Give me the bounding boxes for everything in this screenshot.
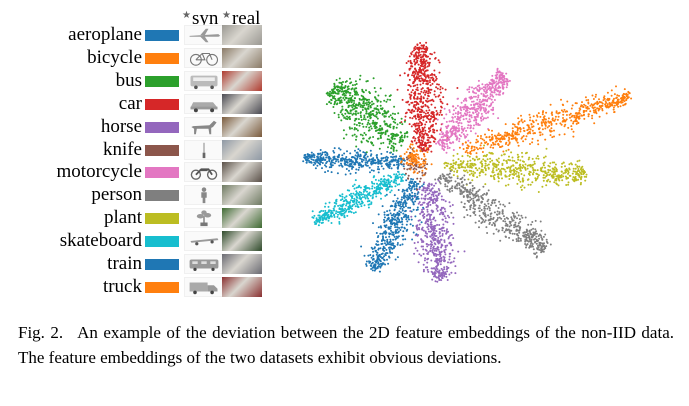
legend-swatch: [145, 213, 179, 225]
legend-item-plant: plant: [0, 207, 182, 229]
legend-item-aeroplane: aeroplane: [0, 24, 182, 46]
legend-label: knife: [102, 138, 142, 160]
legend-swatch: [145, 30, 179, 41]
legend-item-knife: knife: [0, 139, 182, 161]
real-photo-thumbnail: [222, 162, 262, 183]
caption-text: An example of the deviation between the …: [18, 323, 674, 367]
knife-icon: [184, 139, 224, 160]
motorcycle-icon: [184, 162, 224, 183]
cluster-car: [396, 41, 459, 156]
real-photo-thumbnail: [222, 208, 262, 229]
bicycle-icon: [184, 47, 224, 68]
cluster-truck: [399, 143, 433, 177]
bus-icon: [184, 70, 224, 91]
legend-item-train: train: [0, 253, 182, 275]
legend-swatch: [145, 190, 179, 202]
legend-swatch: [145, 75, 179, 87]
real-photo-thumbnail: [222, 25, 262, 45]
cluster-skateboard: [311, 171, 406, 227]
figure-caption: Fig. 2. An example of the deviation betwe…: [18, 321, 674, 370]
legend-label: plant: [104, 207, 142, 229]
skateboard-icon: [184, 231, 224, 252]
legend-swatch: [145, 236, 179, 248]
real-photo-thumbnail: [222, 116, 262, 137]
legend-swatch: [145, 259, 179, 270]
legend-label: bicycle: [87, 46, 142, 68]
plant-icon: [184, 208, 224, 229]
star-icon: ★: [222, 10, 231, 21]
cluster-bus: [325, 74, 409, 154]
legend-label: motorcycle: [56, 161, 142, 183]
real-photo-thumbnail: [222, 185, 262, 206]
cluster-train: [360, 178, 425, 273]
legend-item-bicycle: bicycle: [0, 47, 182, 69]
aeroplane-icon: [184, 25, 224, 45]
legend-swatch: [145, 121, 179, 133]
legend-swatch: [145, 98, 179, 110]
figure: ★syn ★real aeroplane bicycle bus car horse kn…: [0, 8, 633, 298]
star-icon: ★: [182, 10, 191, 21]
legend-label: person: [91, 184, 142, 206]
legend-item-motorcycle: motorcycle: [0, 161, 182, 183]
legend-item-truck: truck: [0, 276, 182, 298]
real-photo-thumbnail: [222, 276, 262, 297]
real-photo-thumbnail: [222, 70, 262, 91]
legend-item-skateboard: skateboard: [0, 230, 182, 252]
legend-label: horse: [100, 115, 142, 137]
legend-label: train: [107, 253, 142, 274]
horse-icon: [184, 116, 224, 137]
cluster-aeroplane: [302, 147, 406, 176]
real-column-header: ★real: [222, 8, 261, 29]
legend-swatch: [145, 167, 179, 179]
figure-label: Fig. 2.: [18, 323, 64, 342]
legend-swatch: [145, 281, 179, 293]
real-photo-thumbnail: [222, 231, 262, 252]
cluster-person: [434, 170, 552, 259]
legend-label: truck: [102, 275, 142, 297]
real-photo-thumbnail: [222, 254, 262, 274]
legend-item-car: car: [0, 93, 182, 115]
legend-item-horse: horse: [0, 116, 182, 138]
person-icon: [184, 185, 224, 206]
cluster-bicycle: [458, 85, 633, 158]
legend-label: skateboard: [59, 230, 142, 252]
legend-swatch: [145, 144, 179, 156]
legend-item-bus: bus: [0, 70, 182, 92]
legend-swatch: [145, 52, 179, 64]
cluster-plant: [443, 144, 588, 193]
real-photo-thumbnail: [222, 47, 262, 68]
train-icon: [184, 254, 224, 274]
syn-column-header: ★syn: [182, 8, 219, 29]
real-photo-thumbnail: [222, 139, 262, 160]
legend-label: bus: [115, 69, 142, 91]
cluster-horse: [409, 179, 466, 283]
legend-label: aeroplane: [68, 24, 142, 45]
legend-label: car: [118, 92, 142, 114]
real-photo-thumbnail: [222, 93, 262, 114]
truck-icon: [184, 276, 224, 297]
cluster-motorcycle: [435, 67, 511, 154]
car-icon: [184, 93, 224, 114]
embedding-scatter-plot: [302, 41, 633, 283]
legend-item-person: person: [0, 184, 182, 206]
